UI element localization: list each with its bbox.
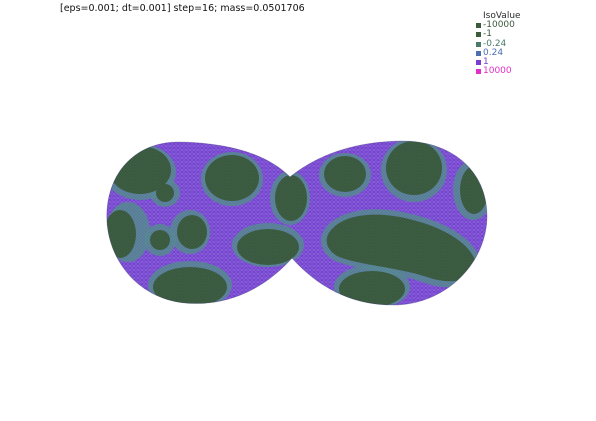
legend-label: -0.24 [483,38,507,49]
legend-swatch [476,60,481,66]
legend-title: IsoValue [483,11,521,21]
legend-entry: 10000 [476,66,521,77]
legend-entry: 0.24 [476,47,521,58]
legend-swatch [476,69,481,75]
legend-label: 10000 [483,66,512,77]
legend-entry: 1 [476,56,521,67]
legend-label: -1 [483,29,492,40]
legend-swatch [476,50,481,56]
legend-label: 0.24 [483,47,504,58]
plot-title: [eps=0.001; dt=0.001] step=16; mass=0.05… [60,3,305,14]
legend-entry: -1 [476,30,521,39]
legend-swatch [476,32,481,38]
legend-entry: -0.24 [476,38,521,49]
legend-swatch [476,41,481,47]
computational-domain [106,140,488,306]
isovalue-legend: IsoValue -10000 -1 -0.24 0.24 1 10000 [476,11,521,77]
legend-entry: -10000 [476,20,521,31]
legend-label: -10000 [483,20,515,31]
legend-label: 1 [483,56,489,67]
legend-swatch [476,23,481,29]
